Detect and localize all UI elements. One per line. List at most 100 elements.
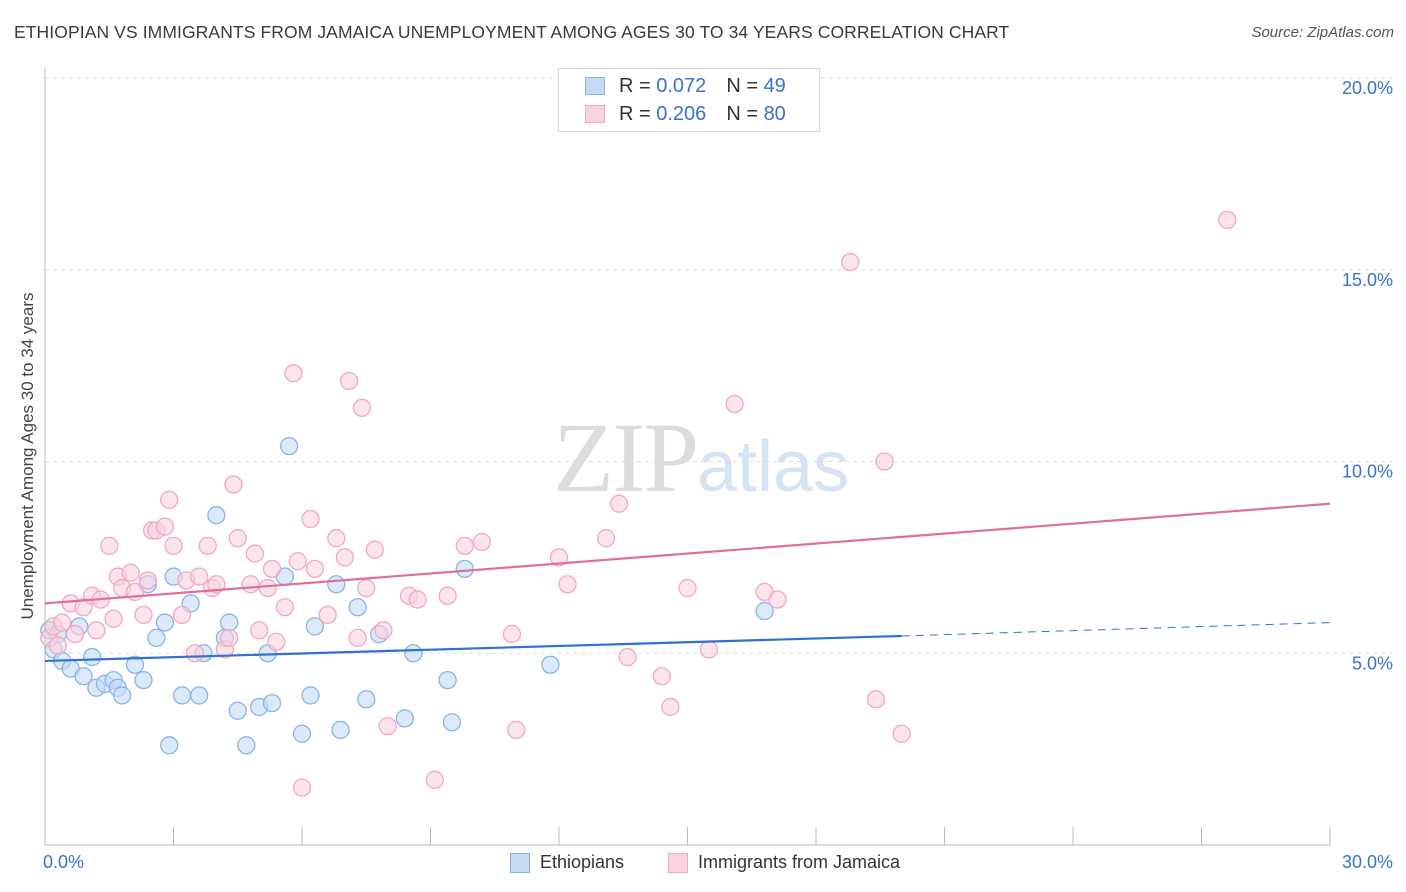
jamaica-point [609, 494, 629, 513]
jamaica-point [292, 778, 312, 797]
ethiopians-point [125, 655, 145, 674]
watermark-zip: ZIP [553, 402, 699, 513]
ethiopians-point [442, 713, 462, 732]
jamaica-point [228, 529, 247, 548]
jamaica-point [207, 575, 226, 594]
ethiopians-point [172, 686, 192, 705]
ethiopians-point [292, 724, 312, 743]
ethiopians-point [207, 506, 226, 525]
ethiopians-point [228, 701, 247, 720]
jamaica-point [502, 624, 522, 644]
jamaica-point [104, 609, 123, 628]
jamaica-point [134, 605, 153, 625]
ethiopians-point [327, 575, 346, 594]
jamaica-point [138, 571, 157, 590]
chart-title: ETHIOPIAN VS IMMIGRANTS FROM JAMAICA UNE… [14, 22, 1010, 42]
legend-row-jamaica: R = 0.206 N = 80 [585, 101, 786, 127]
jamaica-point [558, 575, 577, 594]
jamaica-point [190, 567, 209, 586]
jamaica-point [318, 605, 337, 625]
legend-row-ethiopians: R = 0.072 N = 49 [585, 73, 786, 99]
series-legend-ethiopians: Ethiopians [510, 852, 624, 873]
jamaica-point [275, 598, 295, 617]
legend-r-value: 0.072 [656, 74, 707, 97]
jamaica-trend-line [44, 502, 1331, 605]
jamaica-point [160, 490, 179, 510]
jamaica-point [699, 640, 719, 659]
legend-n-label: N = [726, 102, 758, 125]
ethiopians-point [74, 667, 93, 686]
legend-r-label: R = [619, 74, 651, 97]
jamaica-point [241, 575, 260, 594]
x-tick-label-max: 30.0% [1342, 852, 1393, 872]
legend-r-value: 0.206 [656, 102, 707, 125]
jamaica-point [288, 552, 307, 571]
jamaica-point [472, 532, 492, 552]
ethiopians-point [305, 617, 325, 636]
ethiopians-point [348, 598, 367, 617]
jamaica-point [185, 644, 205, 663]
jamaica-point [357, 578, 376, 598]
watermark: ZIPatlas [553, 400, 849, 515]
ethiopians-point [455, 559, 474, 579]
jamaica-point [596, 529, 616, 548]
jamaica-point [652, 667, 671, 686]
jamaica-point [258, 578, 277, 598]
legend-swatch-jamaica [585, 105, 605, 123]
ethiopians-point [190, 686, 209, 705]
jamaica-point [65, 624, 85, 644]
jamaica-point [352, 398, 372, 417]
jamaica-point [661, 697, 680, 717]
ethiopians-point [357, 690, 376, 709]
ethiopians-point [237, 736, 256, 755]
ethiopians-point [438, 670, 457, 690]
jamaica-point [408, 590, 427, 609]
jamaica-point [348, 628, 367, 648]
ethiopians-point [331, 720, 350, 740]
jamaica-point [365, 540, 384, 559]
jamaica-point [378, 716, 397, 736]
jamaica-point [245, 544, 265, 563]
ethiopians-point [755, 601, 774, 621]
jamaica-point [374, 621, 393, 640]
series-legend: Ethiopians Immigrants from Jamaica [0, 852, 1406, 876]
jamaica-point [875, 452, 894, 471]
legend-r-label: R = [619, 102, 651, 125]
jamaica-point [52, 613, 72, 632]
ethiopians-point [404, 644, 423, 663]
y-tick-label: 5.0% [1352, 653, 1393, 673]
legend-n-value: 80 [763, 102, 786, 125]
jamaica-point [155, 517, 175, 536]
jamaica-point [121, 563, 140, 582]
jamaica-point [549, 548, 569, 567]
ethiopians-point [112, 686, 132, 705]
ethiopians-trend-line [44, 634, 902, 663]
jamaica-point [678, 578, 697, 598]
ethiopians-point [301, 686, 320, 705]
ethiopians-point [147, 628, 166, 648]
ethiopians-point [262, 693, 282, 713]
y-tick-label: 20.0% [1342, 78, 1393, 98]
legend-swatch-ethiopians [585, 77, 605, 95]
ethiopians-point [395, 709, 414, 728]
series-swatch-jamaica [668, 852, 688, 873]
series-legend-jamaica: Immigrants from Jamaica [668, 852, 900, 873]
jamaica-point [339, 371, 359, 391]
jamaica-point [305, 559, 325, 579]
jamaica-point [455, 536, 474, 556]
jamaica-point [198, 536, 217, 556]
jamaica-point [267, 632, 286, 651]
jamaica-point [438, 586, 457, 605]
jamaica-point [87, 621, 106, 640]
ethiopians-point [160, 736, 179, 755]
jamaica-point [725, 394, 744, 414]
jamaica-point [100, 536, 119, 556]
jamaica-point [892, 724, 911, 743]
ethiopians-point [279, 437, 299, 456]
jamaica-point [164, 536, 183, 556]
ethiopians-trend-extension [901, 622, 1331, 637]
jamaica-point [768, 590, 787, 609]
ethiopians-point [82, 647, 102, 667]
jamaica-point [866, 690, 886, 709]
